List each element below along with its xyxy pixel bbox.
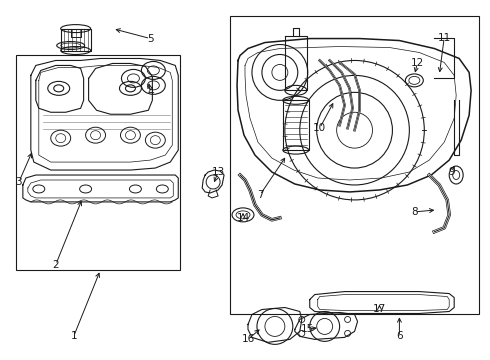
- Text: 15: 15: [301, 324, 315, 334]
- Text: 5: 5: [147, 33, 154, 44]
- Bar: [16, 55, 180, 270]
- Text: 4: 4: [147, 87, 154, 97]
- Text: 11: 11: [438, 32, 451, 42]
- Bar: [61, 28, 91, 50]
- Text: 17: 17: [373, 305, 386, 315]
- Text: 1: 1: [71, 332, 77, 341]
- Text: 9: 9: [448, 167, 455, 177]
- Text: 10: 10: [313, 123, 326, 133]
- Text: 12: 12: [411, 58, 424, 68]
- Text: 14: 14: [236, 213, 249, 223]
- Text: 2: 2: [52, 260, 59, 270]
- Text: 16: 16: [242, 334, 255, 345]
- Text: 8: 8: [411, 207, 417, 217]
- Bar: [230, 15, 479, 315]
- Text: 6: 6: [396, 332, 403, 341]
- Text: 3: 3: [16, 177, 22, 187]
- Text: 7: 7: [257, 190, 263, 200]
- Text: 13: 13: [212, 167, 225, 177]
